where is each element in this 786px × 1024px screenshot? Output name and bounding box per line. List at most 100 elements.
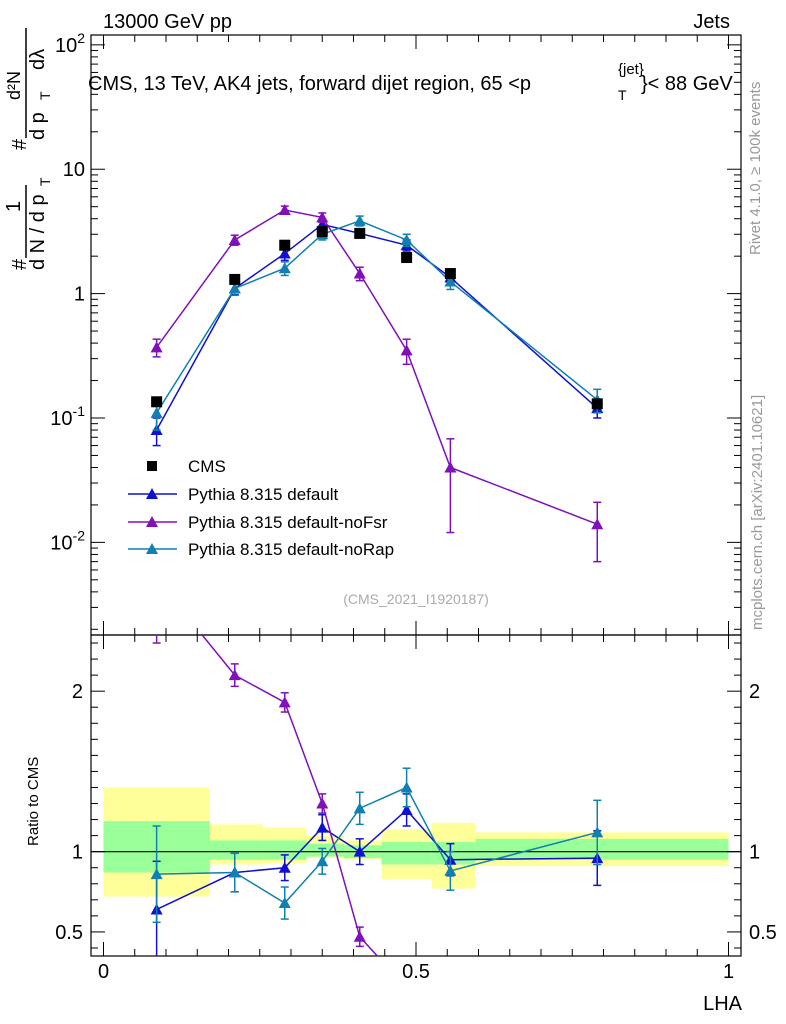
ratio-point	[400, 803, 413, 815]
ratio-ytick-label: 0.5	[55, 922, 83, 944]
ratio-line	[156, 808, 598, 911]
main-ytick-label: 102	[55, 30, 85, 57]
ratio-point	[278, 897, 291, 909]
plot-title: CMS, 13 TeV, AK4 jets, forward dijet reg…	[88, 61, 733, 103]
data-point	[278, 204, 291, 216]
legend-label-norap: Pythia 8.315 default-noRap	[188, 540, 394, 559]
data-point	[401, 252, 413, 264]
legend-marker-nofsr	[146, 516, 158, 527]
svg-text:d²N: d²N	[4, 71, 24, 100]
band-inner-7	[475, 838, 729, 860]
svg-text:T: T	[37, 177, 53, 186]
legend: CMS Pythia 8.315 default Pythia 8.315 de…	[128, 457, 394, 559]
data-point	[353, 267, 366, 279]
ratio-bands	[103, 787, 729, 897]
svg-text:d N / d p: d N / d p	[27, 194, 49, 270]
data-point	[316, 211, 329, 223]
main-series-group	[150, 204, 604, 563]
ratio-xtick-label: 0	[98, 961, 109, 983]
data-point	[279, 239, 291, 251]
ratio-point	[316, 855, 329, 867]
ratio-point	[353, 845, 366, 857]
main-ytick-label: 10-2	[50, 527, 85, 554]
data-point	[150, 341, 163, 353]
band-inner-2	[262, 840, 307, 860]
data-point	[400, 344, 413, 356]
data-point	[400, 233, 413, 245]
ratio-point	[278, 696, 291, 708]
ratio-point	[591, 826, 604, 838]
series-cms	[151, 226, 603, 410]
data-point	[278, 262, 291, 274]
series-2	[150, 204, 604, 563]
svg-text:{jet}: {jet}	[618, 61, 644, 78]
xlabel: LHA	[703, 993, 743, 1015]
ratio-series-1	[152, 635, 379, 956]
svg-text:1: 1	[3, 201, 25, 212]
band-inner-5	[381, 842, 432, 865]
ratio-point	[353, 802, 366, 814]
main-ytick-label: 10	[63, 159, 85, 181]
ratio-line	[201, 635, 379, 956]
ratio-series-group	[150, 635, 604, 956]
main-ylabel: # 1 d N / d p T # d²N d p T dλ	[3, 28, 53, 270]
ratio-panel: 0 0.5 1 0.5 0.5 1 1 2 2	[55, 634, 777, 983]
data-point	[229, 273, 241, 285]
ratio-ytick-label: 1	[72, 842, 83, 864]
mcplots-label: mcplots.cern.ch [arXiv:2401.10621]	[749, 395, 766, 630]
svg-text:d p: d p	[27, 112, 49, 140]
data-point	[353, 214, 366, 226]
main-ytick-label: 1	[74, 284, 85, 306]
ratio-xtick-label: 0.5	[402, 961, 430, 983]
data-point	[228, 233, 241, 245]
energy-label: 13000 GeV pp	[103, 11, 232, 33]
legend-marker-norap	[146, 543, 158, 554]
ratio-point	[400, 781, 413, 793]
ratio-ylabel: Ratio to CMS	[25, 757, 42, 846]
category-label: Jets	[693, 11, 730, 33]
ratio-point	[353, 930, 366, 942]
data-point	[354, 227, 366, 239]
ratio-point	[228, 669, 241, 681]
ratio-point	[150, 868, 163, 880]
main-panel: 10-2 10-1 1 10 102	[50, 30, 742, 636]
data-point	[444, 275, 457, 287]
band-inner-1	[209, 840, 263, 860]
ratio-point	[316, 821, 329, 833]
band-inner-3	[306, 843, 345, 857]
data-point	[278, 247, 291, 259]
ratio-point	[316, 797, 329, 809]
ratio-point	[278, 861, 291, 873]
data-point	[316, 226, 328, 238]
legend-label-cms: CMS	[188, 457, 226, 476]
data-point	[151, 396, 163, 408]
data-point	[444, 461, 457, 473]
series-line	[156, 209, 598, 525]
analysis-id: (CMS_2021_I1920187)	[343, 591, 489, 607]
data-point	[150, 406, 163, 418]
legend-marker-default	[146, 488, 158, 499]
svg-text:#: #	[9, 258, 31, 270]
svg-text:dλ: dλ	[27, 49, 49, 70]
ratio-series-2	[150, 767, 604, 924]
ratio-line	[156, 786, 598, 904]
svg-text:}< 88 GeV: }< 88 GeV	[641, 73, 733, 95]
ratio-point	[228, 866, 241, 878]
legend-label-default: Pythia 8.315 default	[188, 485, 339, 504]
data-point	[228, 282, 241, 294]
series-line	[155, 219, 598, 414]
rivet-label: Rivet 4.1.0, ≥ 100k events	[747, 82, 764, 255]
ratio-point	[444, 864, 457, 876]
ratio-xtick-label: 1	[723, 961, 734, 983]
ratio-ytick-label-right: 2	[749, 681, 760, 703]
legend-label-nofsr: Pythia 8.315 default-noFsr	[188, 513, 388, 532]
svg-text:CMS, 13 TeV, AK4 jets, forward: CMS, 13 TeV, AK4 jets, forward dijet reg…	[88, 73, 531, 95]
ratio-ytick-label: 2	[72, 681, 83, 703]
main-ytick-label: 10-1	[50, 403, 85, 430]
data-point	[591, 518, 604, 530]
data-point	[591, 398, 603, 410]
data-point	[444, 268, 456, 280]
svg-text:#: #	[9, 138, 31, 150]
svg-text:T: T	[618, 87, 627, 103]
